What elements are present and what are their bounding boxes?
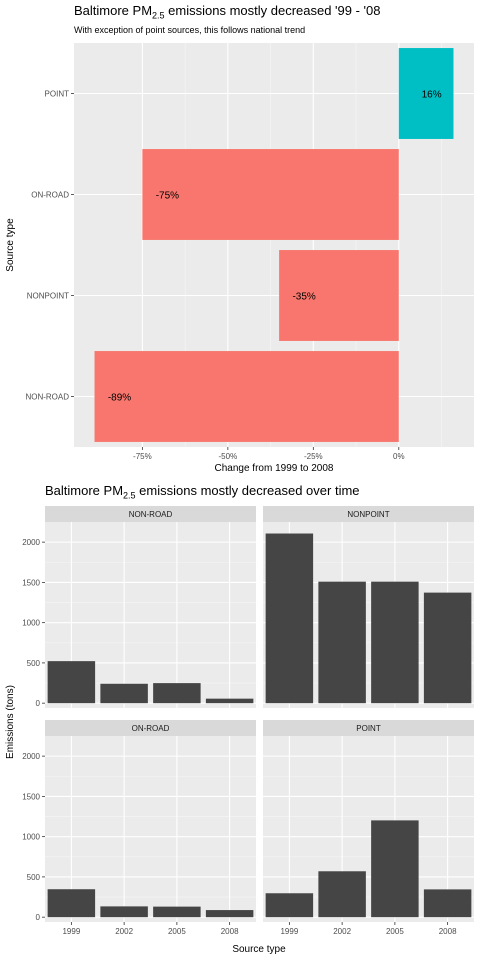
strip-background xyxy=(45,506,256,522)
y-axis-title: Source type xyxy=(5,218,16,272)
y-tick-label: 2000 xyxy=(22,538,40,547)
x-tick-label: 2002 xyxy=(115,927,133,936)
bar-nonpoint-2008 xyxy=(423,592,472,704)
x-tick-label: 1999 xyxy=(280,927,298,936)
bar-non-road-1999 xyxy=(47,661,96,704)
strip-background xyxy=(263,506,474,522)
y-tick-label-on-road: ON-ROAD xyxy=(31,191,69,200)
data-label-non-road: -89% xyxy=(108,393,131,404)
bar-nonpoint-2005 xyxy=(371,581,419,704)
x-tick-label: 2002 xyxy=(333,927,351,936)
y-tick-label: 0 xyxy=(36,699,41,708)
facet-point: POINT 1999 2002 2005 2008 xyxy=(263,720,474,936)
strip-background xyxy=(45,720,256,736)
y-tick-label: 0 xyxy=(36,913,41,922)
bar-on-road xyxy=(142,149,399,240)
x-tick-label: 2005 xyxy=(168,927,186,936)
bar-nonpoint-1999 xyxy=(265,533,314,704)
strip-label: NON-ROAD xyxy=(129,510,173,519)
y-tick-label: 500 xyxy=(27,659,41,668)
x-tick-label: -25% xyxy=(304,452,323,461)
bar-on-road-1999 xyxy=(47,889,96,918)
bar-non-road-2005 xyxy=(153,683,201,704)
bar-non-road xyxy=(94,351,399,442)
bar-point-1999 xyxy=(265,893,314,918)
x-tick-label: 2008 xyxy=(221,927,239,936)
chart1-title: Baltimore PM2.5 emissions mostly decreas… xyxy=(74,3,381,21)
chart1-plot: -75% -50% -25% 0% 16% POINT -75% ON-ROAD -35% NON… xyxy=(5,43,474,474)
strip-label: NONPOINT xyxy=(347,510,389,519)
bar-point-2005 xyxy=(371,820,419,918)
chart2-title: Baltimore PM2.5 emissions mostly decreas… xyxy=(45,483,360,501)
bar-nonpoint xyxy=(279,250,399,341)
bar-nonpoint-2002 xyxy=(318,581,366,704)
x-tick-label: 2005 xyxy=(386,927,404,936)
bar-on-road-2005 xyxy=(153,906,201,918)
x-tick-label: 0% xyxy=(393,452,405,461)
y-axis-title: Emissions (tons) xyxy=(5,685,16,759)
bar-non-road-2008 xyxy=(205,698,254,704)
bar-point xyxy=(398,48,454,139)
bar-non-road-2002 xyxy=(100,683,148,704)
facet-non-road: NON-ROAD 0 500 1000 1500 2000 xyxy=(22,506,256,708)
bar-on-road-2008 xyxy=(205,910,254,918)
y-tick-label: 2000 xyxy=(22,752,40,761)
x-tick-label: -75% xyxy=(133,452,152,461)
y-tick-label: 1500 xyxy=(22,578,40,587)
y-tick-label: 1000 xyxy=(22,619,40,628)
chart1-subtitle: With exception of point sources, this fo… xyxy=(74,25,306,35)
bar-on-road-2002 xyxy=(100,906,148,918)
y-tick-label: 1500 xyxy=(22,792,40,801)
facet-nonpoint: NONPOINT xyxy=(263,506,474,708)
chart2-plot: NON-ROAD 0 500 1000 1500 2000 NONPOINT ON-ROAD 0… xyxy=(5,506,474,955)
strip-label: POINT xyxy=(356,724,381,733)
data-label-point: 16% xyxy=(422,90,442,101)
data-label-nonpoint: -35% xyxy=(292,292,315,303)
bar-point-2002 xyxy=(318,871,366,918)
x-tick-label: 1999 xyxy=(62,927,80,936)
strip-background xyxy=(263,720,474,736)
y-tick-label: 1000 xyxy=(22,833,40,842)
bar-point-2008 xyxy=(423,889,472,918)
x-tick-label: 2008 xyxy=(439,927,457,936)
x-tick-label: -50% xyxy=(219,452,238,461)
y-tick-label-non-road: NON-ROAD xyxy=(25,393,69,402)
y-tick-label-point: POINT xyxy=(45,90,70,99)
y-tick-label: 500 xyxy=(27,873,41,882)
data-label-on-road: -75% xyxy=(156,191,179,202)
y-tick-label-nonpoint: NONPOINT xyxy=(27,292,69,301)
strip-label: ON-ROAD xyxy=(132,724,170,733)
x-axis-title: Change from 1999 to 2008 xyxy=(215,463,334,474)
facet-on-road: ON-ROAD 0 500 1000 1500 2000 1999 2002 2005 2008 xyxy=(22,720,256,936)
x-axis-title: Source type xyxy=(232,944,286,955)
